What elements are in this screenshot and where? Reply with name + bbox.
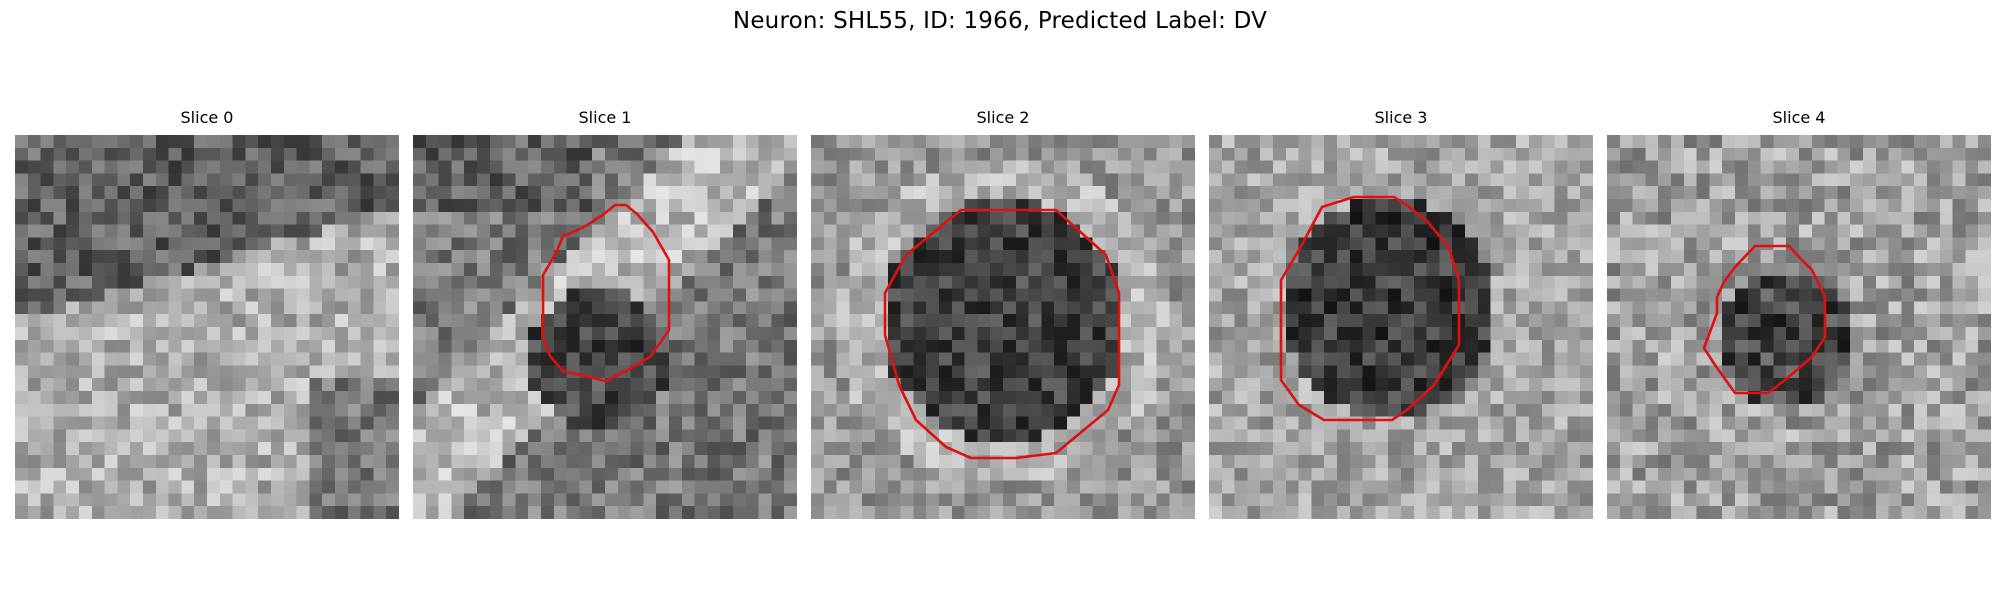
slice-title: Slice 3 <box>1209 108 1593 127</box>
roi-contour <box>811 135 1195 519</box>
slice-image <box>1607 135 1991 519</box>
slice-image <box>413 135 797 519</box>
slice-image <box>15 135 399 519</box>
slice-title: Slice 1 <box>413 108 797 127</box>
roi-contour <box>1607 135 1991 519</box>
slice-title: Slice 4 <box>1607 108 1991 127</box>
slice-title: Slice 2 <box>811 108 1195 127</box>
grayscale-microscopy-image <box>15 135 399 519</box>
slice-image <box>811 135 1195 519</box>
roi-contour <box>413 135 797 519</box>
slice-image <box>1209 135 1593 519</box>
slice-title: Slice 0 <box>15 108 399 127</box>
roi-contour <box>1209 135 1593 519</box>
figure-title: Neuron: SHL55, ID: 1966, Predicted Label… <box>0 8 2000 34</box>
